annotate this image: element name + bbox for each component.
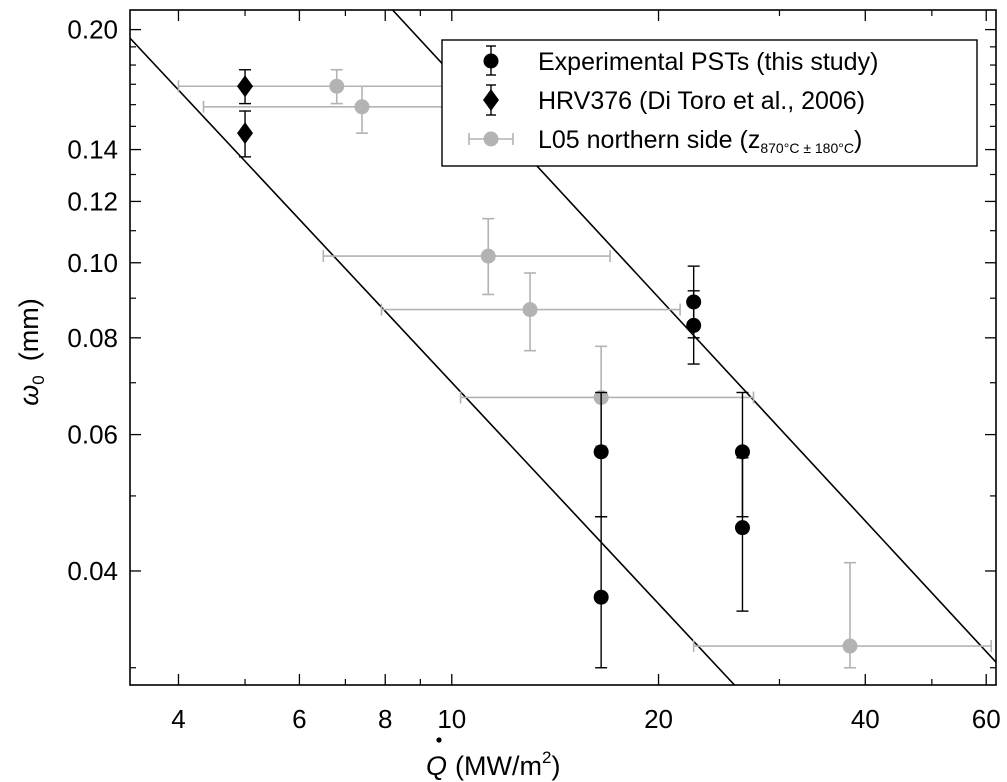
data-point-gray	[842, 638, 858, 654]
data-point-diamond	[237, 122, 254, 145]
y-axis-label: ω0(mm)	[14, 298, 48, 405]
legend-label-l05: L05 northern side (z870°C ± 180°C)	[538, 126, 862, 156]
legend: Experimental PSTs (this study) HRV376 (D…	[441, 39, 978, 167]
data-point-black	[734, 520, 750, 536]
x-tick-label: 8	[378, 704, 392, 734]
data-point-gray	[480, 248, 496, 264]
x-tick-label: 60	[972, 704, 1001, 734]
axis-ticks: 4 6 8 10 20 40 60 0.04 0.06 0.08 0.10 0.12 0.14 0.20	[67, 10, 1001, 734]
data-point-black	[593, 444, 609, 460]
y-tick-label: 0.04	[67, 556, 118, 586]
x-tick-label: 10	[437, 704, 466, 734]
reference-line	[130, 37, 736, 685]
y-tick-label: 0.20	[67, 15, 118, 45]
legend-entry-l05: L05 northern side (z870°C ± 180°C)	[468, 126, 862, 156]
y-tick-label: 0.08	[67, 323, 118, 353]
legend-entry-experimental: Experimental PSTs (this study)	[483, 45, 878, 76]
plot-frame	[129, 9, 997, 686]
legend-circle-gray	[483, 131, 499, 147]
data-point-diamond	[237, 75, 254, 98]
data-point-gray	[329, 78, 345, 94]
data-point-gray	[354, 99, 370, 115]
legend-circle-black	[483, 53, 499, 69]
legend-label-hrv376: HRV376 (Di Toro et al., 2006)	[538, 87, 865, 115]
y-tick-label: 0.10	[67, 248, 118, 278]
x-tick-label: 6	[292, 704, 306, 734]
data-point-gray	[522, 302, 538, 318]
legend-diamond	[483, 89, 499, 111]
data-point-black	[593, 589, 609, 605]
y-tick-label: 0.12	[67, 186, 118, 216]
data-points	[177, 68, 992, 669]
legend-label-experimental: Experimental PSTs (this study)	[538, 48, 878, 76]
svg-text:Q(MW/m2): Q (MW/m2)	[426, 748, 560, 781]
x-tick-label: 20	[644, 704, 673, 734]
y-tick-label: 0.06	[67, 420, 118, 450]
x-tick-label: 40	[851, 704, 880, 734]
legend-box	[441, 39, 978, 167]
x-axis-label: Q (MW/m2)	[426, 737, 560, 781]
x-tick-label: 4	[171, 704, 185, 734]
data-point-black	[734, 444, 750, 460]
legend-entry-hrv376: HRV376 (Di Toro et al., 2006)	[483, 84, 865, 116]
x-label-dot	[436, 737, 442, 743]
data-point-black	[686, 317, 702, 333]
y-tick-label: 0.14	[67, 135, 118, 165]
